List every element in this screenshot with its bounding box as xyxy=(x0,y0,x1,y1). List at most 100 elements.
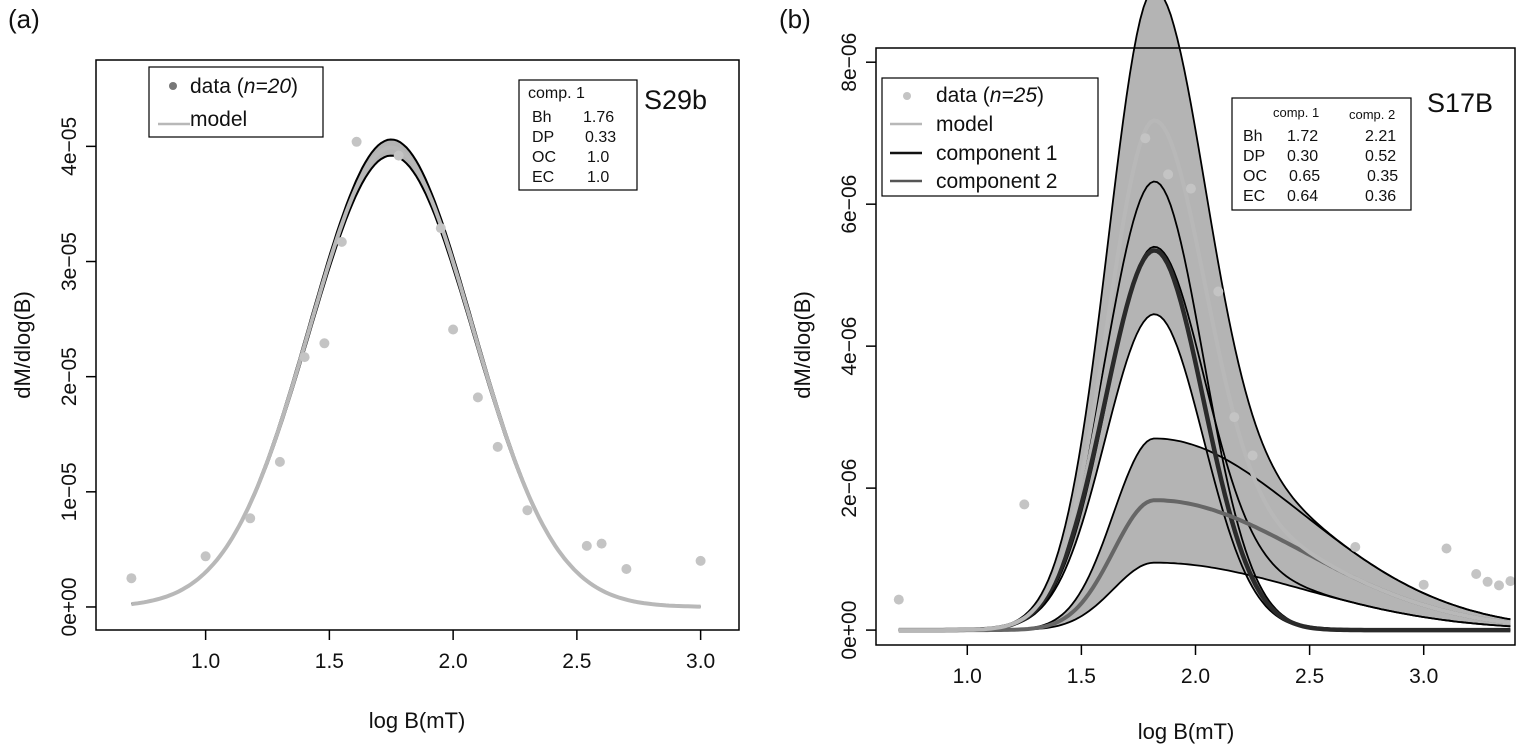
panel-b-x-tick-label: 2.5 xyxy=(1295,665,1324,688)
panel-b-data-point xyxy=(1163,169,1174,180)
panel-b-y-tick-label: 2e−06 xyxy=(838,459,861,518)
panel-a-data-point xyxy=(435,223,446,234)
panel-a-legend: data (n=20) model xyxy=(148,66,324,138)
panel-a-legend-data-marker xyxy=(169,82,177,90)
panel-b-table-value: 0.30 xyxy=(1287,148,1318,165)
panel-b-table-param: Bh xyxy=(1243,128,1263,145)
panel-b-model-line xyxy=(898,118,1511,633)
panel-b-data-point xyxy=(1229,412,1240,423)
panel-a-table-box xyxy=(518,79,638,191)
panel-a-table-param: OC xyxy=(532,149,556,166)
panel-a-x-tick-label: 2.0 xyxy=(439,650,468,673)
panel-a-legend-data-suffix: ) xyxy=(291,75,298,98)
panel-a-frame xyxy=(95,59,740,631)
panel-b-legend: data (n=25) model component 1 component … xyxy=(881,77,1099,197)
panel-a-table-param: EC xyxy=(532,169,554,186)
panel-b-x-tick-label: 3.0 xyxy=(1409,665,1438,688)
panel-a-data-point xyxy=(126,573,137,584)
panel-a-table-value: 0.33 xyxy=(585,129,616,146)
panel-b-table-value: 0.35 xyxy=(1367,168,1398,185)
panel-a-param-table: comp. 1 Bh 1.76 DP 0.33 OC 1.0 EC 1.0 xyxy=(518,79,638,191)
panel-b-legend-data-n: n=25 xyxy=(990,84,1038,107)
panel-b-table-col-2: comp. 2 xyxy=(1349,107,1395,122)
panel-b-legend-comp2-label: component 2 xyxy=(936,170,1057,193)
panel-b-table-box xyxy=(1231,97,1412,211)
panel-b-label: (b) xyxy=(779,4,811,34)
panel-b-x-tick-label: 1.0 xyxy=(953,665,982,688)
panel-a-data-point xyxy=(200,551,211,562)
panel-a-data-point xyxy=(492,441,503,452)
panel-b-model-band xyxy=(898,0,1511,631)
panel-a-model-uncertainty-band xyxy=(131,139,701,607)
panel-a-legend-box xyxy=(148,66,324,138)
panel-a-band-upper-line xyxy=(131,138,701,608)
panel-a-y-tick-label: 0e+00 xyxy=(58,577,81,636)
panel-a-table-value: 1.0 xyxy=(587,149,609,166)
panel-b-table-value: 0.52 xyxy=(1365,148,1396,165)
panel-a-x-tick-label: 2.5 xyxy=(562,650,591,673)
panel-a-x-axis-title: log B(mT) xyxy=(369,708,466,733)
panel-b-data-point xyxy=(1247,450,1258,461)
panel-a-legend-data-n: n=20 xyxy=(244,75,292,98)
panel-a-table-value: 1.76 xyxy=(583,109,614,126)
panel-a-x-tick-label: 3.0 xyxy=(686,650,715,673)
panel-b-plot-area xyxy=(893,0,1516,633)
panel-a-data-point xyxy=(581,540,592,551)
panel-a-y-tick-label: 4e−05 xyxy=(58,117,81,176)
panel-b-table-value: 0.64 xyxy=(1287,188,1318,205)
panel-b-legend-data-marker xyxy=(903,92,911,100)
panel-b-y-axis-title: dM/dlog(B) xyxy=(790,291,815,399)
panel-a-data-point xyxy=(299,352,310,363)
panel-a-y-tick-label: 2e−05 xyxy=(58,347,81,406)
panel-a-data-point xyxy=(472,392,483,403)
panel-a-table-value: 1.0 xyxy=(587,169,609,186)
panel-b-axes: 1.0 1.5 2.0 2.5 3.0 0e+00 2e−06 4e−06 6e−06 8e−06 xyxy=(838,33,1438,688)
panel-b-table-value: 2.21 xyxy=(1365,128,1396,145)
panel-a-y-tick-label: 3e−05 xyxy=(58,232,81,291)
panel-b-x-tick-label: 1.5 xyxy=(1067,665,1096,688)
panel-a-x-tick-label: 1.0 xyxy=(191,650,220,673)
panel-a-y-axis-title: dM/dlog(B) xyxy=(10,291,35,399)
panel-a-axes: 1.0 1.5 2.0 2.5 3.0 0e+00 1e−05 2e−05 3e−05 4e−05 xyxy=(58,117,715,673)
panel-a-data-point xyxy=(522,505,533,516)
panel-a-data-point xyxy=(393,150,404,161)
panel-b-data-point xyxy=(1140,133,1151,144)
panel-b-data-point xyxy=(1350,542,1361,552)
panel-b-data-point xyxy=(1441,543,1452,554)
panel-b-data-point xyxy=(1019,499,1030,510)
panel-a-data-point xyxy=(245,513,256,524)
panel-b-x-axis-title: log B(mT) xyxy=(1138,719,1235,744)
panel-b-table-param: OC xyxy=(1243,168,1267,185)
panel-b-table-param: EC xyxy=(1243,188,1265,205)
panel-b-table-param: DP xyxy=(1243,148,1265,165)
panel-a-table-param: Bh xyxy=(532,109,552,126)
panel-b-legend-comp1-label: component 1 xyxy=(936,142,1057,165)
panel-b-legend-model-label: model xyxy=(936,113,993,136)
panel-b-sample-label: S17B xyxy=(1427,88,1493,118)
panel-b-data-point xyxy=(1471,569,1482,579)
panel-a-data-point xyxy=(596,538,607,549)
panel-a-data-point xyxy=(621,564,632,574)
panel-b: (b) 1.0 1.5 2.0 2.5 3.0 0e+00 2e−06 4e−06 6e−06 8… xyxy=(779,0,1516,744)
panel-a-data-point xyxy=(336,236,347,247)
panel-a-legend-model-label: model xyxy=(190,108,247,131)
panel-a-data-point xyxy=(351,136,362,147)
panel-b-data-point xyxy=(1505,576,1516,587)
panel-a-x-tick-label: 1.5 xyxy=(315,650,344,673)
panel-a-legend-data-prefix: data ( xyxy=(190,75,244,98)
panel-b-param-table: comp. 1 comp. 2 Bh 1.72 2.21 DP 0.30 0.5… xyxy=(1231,97,1412,211)
panel-b-data-point xyxy=(1185,183,1196,194)
panel-b-x-tick-label: 2.0 xyxy=(1181,665,1210,688)
panel-b-data-point xyxy=(1213,286,1224,297)
panel-b-y-tick-label: 6e−06 xyxy=(838,175,861,234)
panel-b-y-tick-label: 8e−06 xyxy=(838,33,861,92)
panel-b-data-point xyxy=(1418,579,1429,590)
panel-a-plot-area xyxy=(126,136,706,609)
panel-b-legend-data-prefix: data ( xyxy=(936,84,990,107)
panel-a-sample-label: S29b xyxy=(644,85,707,115)
panel-b-data-point xyxy=(893,594,904,605)
panel-a-table-col-1: comp. 1 xyxy=(528,85,585,102)
panel-a-label: (a) xyxy=(8,4,40,34)
panel-b-data-point xyxy=(1482,576,1493,587)
panel-a-table-param: DP xyxy=(532,129,554,146)
